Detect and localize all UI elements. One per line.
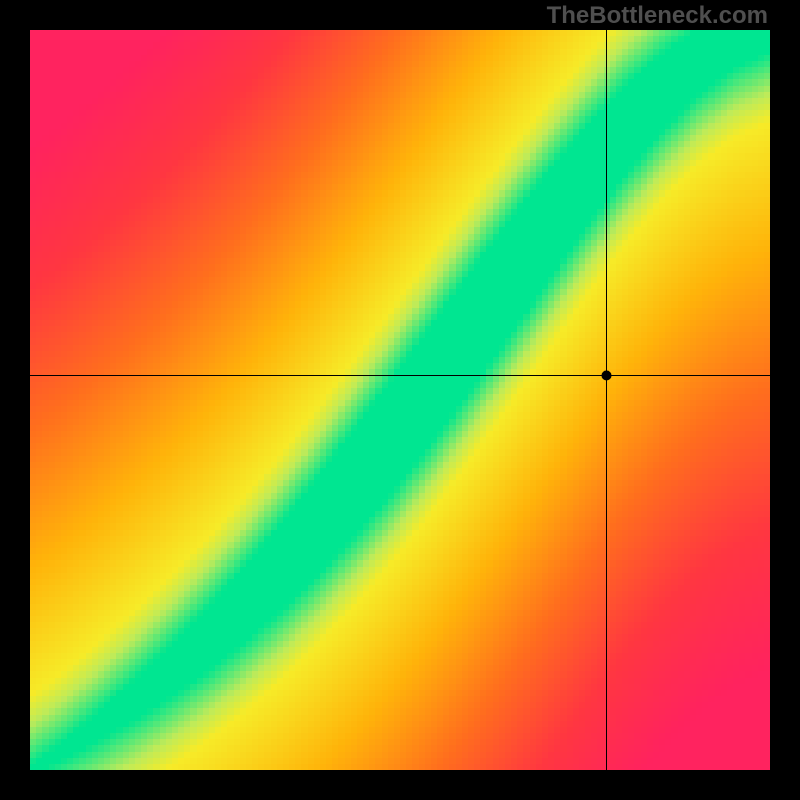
attribution-label: TheBottleneck.com [547,2,768,30]
bottleneck-heatmap [30,30,770,770]
chart-container: TheBottleneck.com [0,0,800,800]
